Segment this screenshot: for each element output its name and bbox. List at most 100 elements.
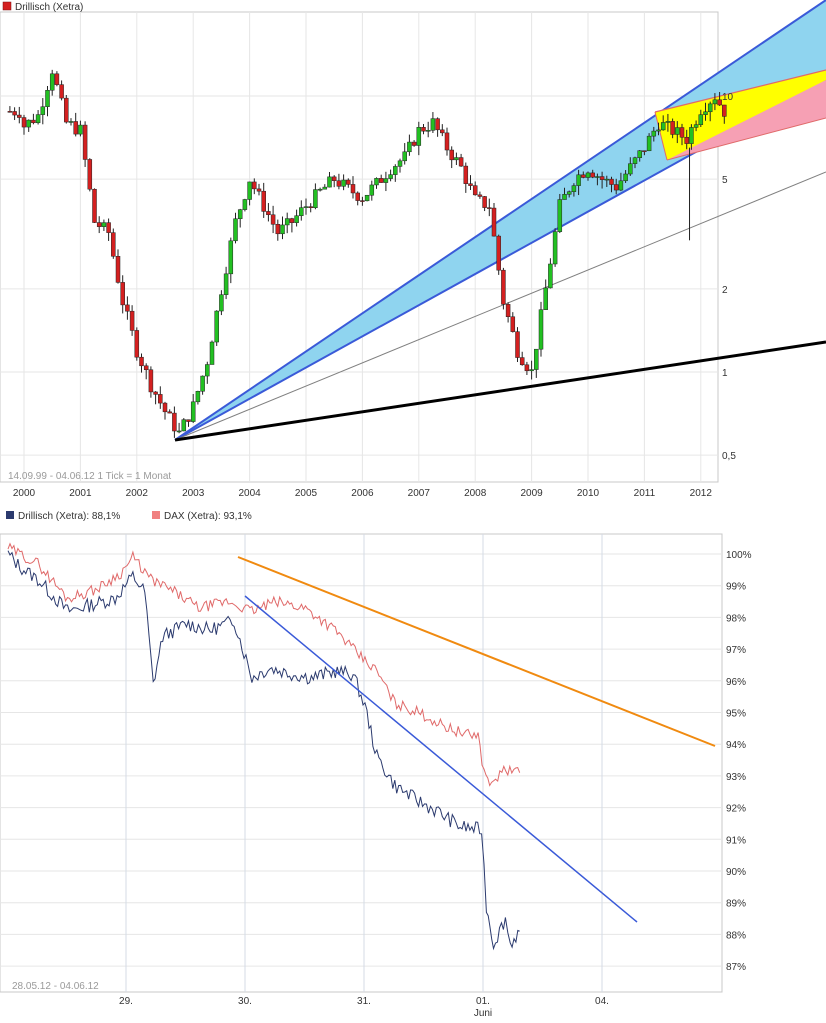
candle-up [303, 206, 309, 208]
wedge-upper-line [654, 69, 826, 113]
candle-up [529, 369, 534, 372]
candle-up [233, 218, 238, 242]
candle-down [148, 369, 154, 393]
top-legend-label: Drillisch (Xetra) [15, 2, 83, 13]
candle-down [64, 97, 69, 123]
yellow-wedge [655, 70, 826, 160]
bottom-x-tick-label: 01. [476, 996, 490, 1007]
candle-down [679, 127, 685, 138]
bottom-y-axis: 100% 99% 98% 97% 96% 95% 94% 93% 92% 91% 90% 89% 88%… [726, 550, 752, 973]
top-y-tick-label: 0,5 [722, 451, 736, 462]
top-x-tick-label: 2003 [182, 488, 205, 499]
candle-down [360, 200, 365, 202]
candle-down [125, 304, 130, 312]
bottom-legend-label-dax: DAX (Xetra): 93,1% [164, 511, 252, 522]
candle-down [491, 207, 497, 237]
bottom-y-tick-label: 98% [726, 613, 746, 624]
candle-up [284, 218, 290, 226]
candle-down [609, 178, 614, 185]
bottom-y-tick-label: 93% [726, 772, 746, 783]
top-x-tick-label: 2006 [351, 488, 374, 499]
thin-gray-trendline [174, 171, 826, 441]
candle-down [477, 194, 483, 197]
candle-down [510, 316, 516, 332]
bottom-y-tick-label: 90% [726, 867, 746, 878]
bottom-legend: Drillisch (Xetra): 88,1% DAX (Xetra): 93… [6, 511, 252, 522]
candle-up [585, 172, 591, 178]
bottom-y-tick-label: 87% [726, 962, 746, 973]
candle-down [355, 192, 360, 201]
wedge-left-edge [654, 111, 668, 161]
candle-down [449, 149, 454, 161]
candle-up [223, 273, 229, 295]
candle-down [256, 188, 262, 192]
candle-up [407, 141, 412, 153]
candle-down [73, 121, 78, 135]
candle-up [703, 111, 708, 115]
candle-up [369, 184, 375, 196]
candle-down [411, 141, 417, 146]
candle-up [562, 194, 567, 200]
candle-up [689, 127, 694, 144]
candle-down [308, 206, 313, 209]
candle-up [68, 121, 74, 123]
top-y-tick-label: 2 [722, 285, 728, 296]
candle-down [17, 114, 22, 118]
candle-up [707, 103, 713, 113]
candle-up [595, 176, 600, 178]
candle-down [54, 73, 60, 85]
candle-down [350, 184, 356, 194]
candle-up [712, 99, 718, 105]
candle-up [557, 199, 563, 232]
candle-down [261, 190, 266, 212]
bottom-range-note: 28.05.12 - 04.06.12 [12, 981, 99, 992]
candle-down [266, 211, 271, 216]
candle-down [444, 132, 450, 151]
candle-up [632, 157, 638, 164]
bottom-grid [0, 534, 722, 992]
candle-up [628, 163, 633, 175]
candle-down [378, 178, 384, 183]
candle-up [454, 157, 459, 161]
top-range-note: 14.09.99 - 04.06.12 1 Tick = 1 Monat [8, 471, 171, 482]
wedge-lower-line [666, 117, 826, 161]
candle-down [581, 174, 586, 178]
top-x-tick-label: 2011 [634, 488, 656, 499]
candle-down [524, 364, 530, 372]
candle-up [374, 178, 379, 186]
candle-up [383, 178, 389, 183]
orange-trendline [237, 556, 716, 747]
bottom-legend-swatch-drillisch [6, 511, 14, 519]
candle-down [505, 304, 511, 318]
candle-up [402, 151, 407, 162]
channel-upper-line [174, 0, 826, 441]
candle-down [515, 331, 520, 358]
candle-down [336, 180, 342, 187]
top-x-tick-label: 2002 [126, 488, 149, 499]
candle-up [534, 348, 539, 370]
candle-down [289, 218, 295, 223]
candle-up [416, 127, 422, 146]
candle-up [656, 129, 661, 132]
candle-up [247, 181, 252, 200]
candle-up [322, 186, 328, 190]
candle-down [139, 356, 144, 367]
candle-down [270, 214, 276, 225]
candle-up [45, 89, 50, 107]
candle-down [468, 183, 473, 186]
candle-down [129, 310, 135, 331]
candle-up [209, 341, 215, 365]
candle-up [242, 199, 248, 210]
bottom-x-axis: 29. 30. 31. 01. 04. Juni [119, 996, 609, 1019]
bottom-y-tick-label: 95% [726, 709, 746, 720]
top-y-tick-label: 1 [722, 368, 728, 379]
candle-down [496, 235, 501, 271]
candle-down [346, 179, 351, 185]
candle-up [637, 150, 642, 158]
bottom-plot-area [0, 533, 723, 993]
candle-down [82, 124, 88, 160]
candle-down [7, 111, 13, 113]
candle-up [623, 173, 628, 182]
